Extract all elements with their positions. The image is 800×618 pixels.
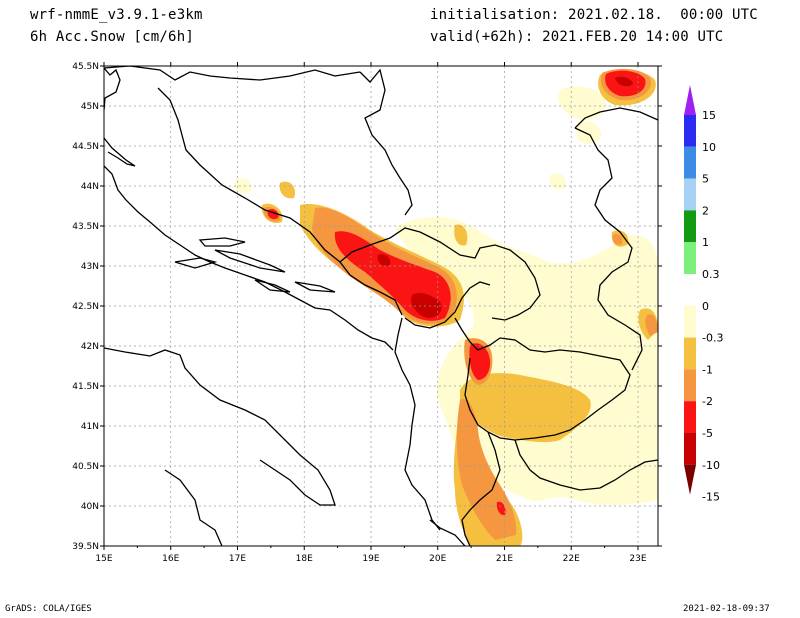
- lat-label: 40N: [81, 502, 99, 512]
- generation-timestamp: 2021-02-18-09:37: [683, 604, 770, 614]
- lat-label: 41.5N: [72, 382, 99, 392]
- lat-label: 39.5N: [72, 542, 99, 552]
- legend-swatch: [684, 274, 696, 306]
- legend-swatch: [684, 242, 696, 274]
- legend-swatch: [684, 146, 696, 179]
- lat-label: 45.5N: [72, 62, 99, 72]
- legend-arrow-top: [684, 85, 696, 115]
- legend-swatch: [684, 369, 696, 402]
- lon-label: 22E: [563, 554, 580, 564]
- lat-label: 44.5N: [72, 142, 99, 152]
- coastlines-and-borders: [104, 66, 658, 546]
- legend-label: 1: [702, 236, 709, 249]
- legend-label: 10: [702, 141, 716, 154]
- lat-label: 42.5N: [72, 302, 99, 312]
- lon-label: 18E: [296, 554, 313, 564]
- legend-label: 2: [702, 204, 709, 217]
- legend-swatch: [684, 210, 696, 243]
- model-title: wrf-nmmE_v3.9.1-e3km: [30, 7, 203, 23]
- legend-label: -2: [702, 395, 713, 408]
- axes: 15E 16E 17E 18E 19E 20E 21E 22E 23E 45.5N 45N 44.5N…: [72, 62, 662, 564]
- legend-swatch: [684, 337, 696, 370]
- legend-arrow-bottom: [684, 464, 696, 495]
- lon-label: 20E: [429, 554, 446, 564]
- lat-label: 43.5N: [72, 222, 99, 232]
- lon-label: 16E: [162, 554, 179, 564]
- legend-label: -1: [702, 363, 713, 376]
- legend-swatch: [684, 305, 696, 338]
- legend-swatch: [684, 178, 696, 211]
- lon-label: 15E: [95, 554, 112, 564]
- legend-label: 0.3: [702, 268, 720, 281]
- lat-label: 41N: [81, 422, 99, 432]
- valid-time: valid(+62h): 2021.FEB.20 14:00 UTC: [430, 29, 724, 45]
- lat-label: 43N: [81, 262, 99, 272]
- lat-label: 42N: [81, 342, 99, 352]
- legend-label: -5: [702, 427, 713, 440]
- lat-label: 45N: [81, 102, 99, 112]
- lon-label: 17E: [229, 554, 246, 564]
- lon-label: 21E: [496, 554, 513, 564]
- legend-swatch: [684, 433, 696, 465]
- initialisation-time: initialisation: 2021.02.18. 00:00 UTC: [430, 7, 758, 23]
- legend-label: -0.3: [702, 332, 723, 345]
- legend-label: -10: [702, 459, 720, 472]
- legend-label: 0: [702, 300, 709, 313]
- legend-label: 5: [702, 173, 709, 186]
- legend-swatch: [684, 115, 696, 147]
- software-credit: GrADS: COLA/IGES: [5, 604, 92, 614]
- legend-label: 15: [702, 109, 716, 122]
- legend-swatch: [684, 401, 696, 433]
- color-legend: 15 10 5 2 1 0.3 0 -0.3 -1 -2 -5 -10 -15: [684, 85, 723, 504]
- lon-label: 23E: [629, 554, 646, 564]
- lat-label: 44N: [81, 182, 99, 192]
- snow-band-extreme: [377, 76, 633, 318]
- variable-title: 6h Acc.Snow [cm/6h]: [30, 29, 194, 45]
- legend-label: -15: [702, 491, 720, 504]
- lon-label: 19E: [362, 554, 379, 564]
- lat-label: 40.5N: [72, 462, 99, 472]
